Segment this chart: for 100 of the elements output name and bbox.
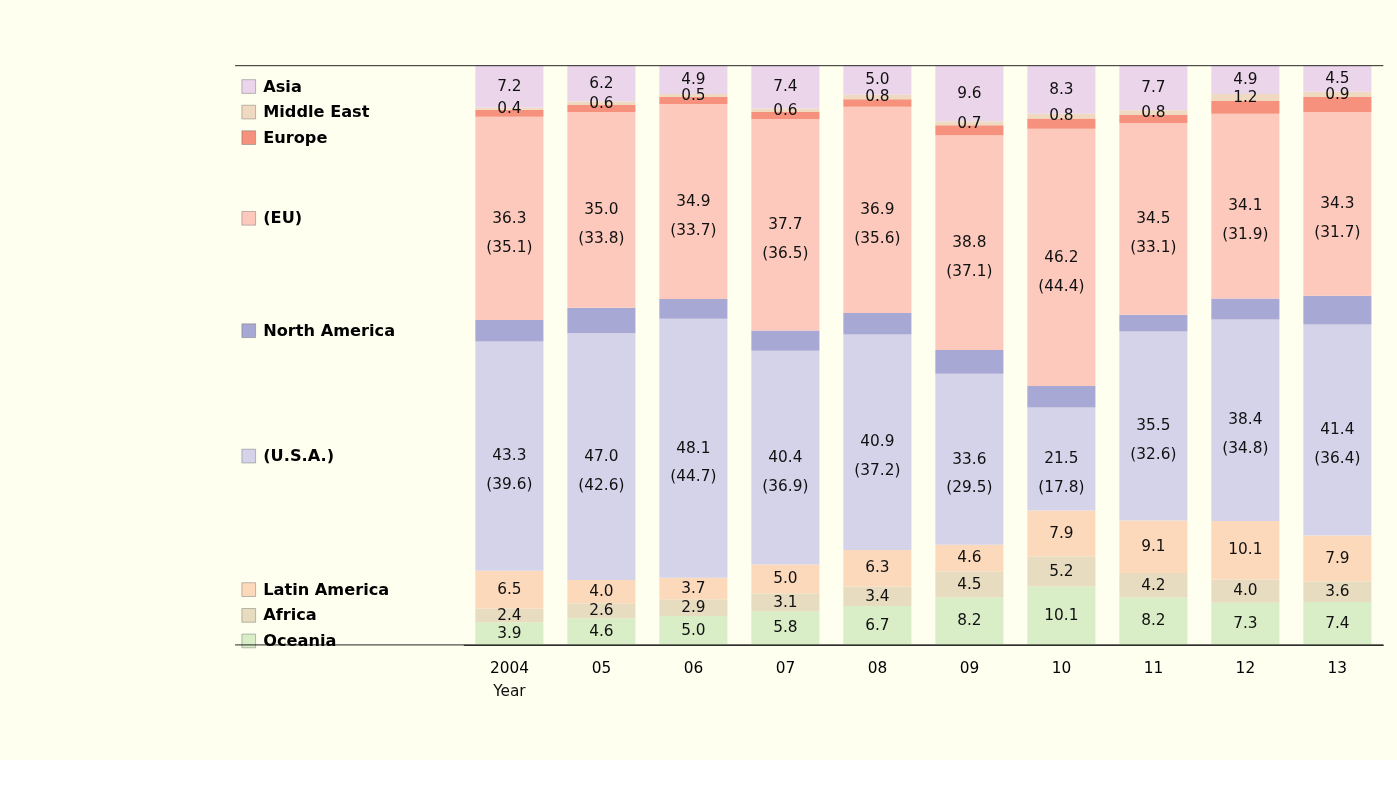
bar (567, 112, 636, 308)
bar (475, 319, 544, 342)
data-label: 7.3 (1233, 614, 1258, 633)
bar (751, 564, 820, 594)
data-label: 5.0 (865, 70, 890, 89)
bar (1211, 298, 1280, 320)
data-label: 4.5 (1325, 68, 1350, 87)
data-label: 2.9 (681, 597, 706, 616)
bar (935, 544, 1004, 572)
bar (1303, 295, 1372, 325)
legend-label: Latin America (263, 579, 390, 599)
data-label: 43.3 (39.6) (486, 446, 533, 494)
bar (1211, 101, 1280, 114)
bar (843, 106, 912, 314)
data-label: 7.9 (1049, 523, 1074, 542)
bar (1027, 556, 1096, 587)
data-label: 47.0 (42.6) (578, 446, 625, 494)
bar (659, 318, 728, 578)
legend-label: Africa (263, 605, 317, 625)
legend-label: Middle East (263, 102, 370, 122)
data-label: 34.9 (33.7) (670, 191, 717, 239)
bar (1303, 581, 1372, 603)
x-tick-label: 12 (1235, 658, 1256, 677)
bar (1119, 314, 1188, 332)
bar (659, 577, 728, 600)
data-label: 4.2 (1141, 575, 1166, 594)
bar (475, 116, 544, 320)
data-label: 3.1 (773, 592, 798, 611)
data-label: 7.4 (1325, 613, 1350, 632)
x-tick-label: 10 (1051, 658, 1072, 677)
data-label: 10.1 (1044, 605, 1079, 624)
legend-label: Oceania (263, 631, 337, 651)
data-label: 34.5 (33.1) (1130, 209, 1177, 257)
bar (1027, 510, 1096, 557)
data-label: 7.7 (1141, 78, 1166, 97)
x-tick-label: 07 (775, 658, 796, 677)
data-label: 4.0 (589, 581, 614, 600)
x-tick-label: 11 (1143, 658, 1164, 677)
legend-label: Asia (263, 76, 302, 96)
data-label: 36.9 (35.6) (854, 200, 901, 248)
bar (1027, 128, 1096, 386)
bar (1119, 520, 1188, 574)
bar (659, 103, 728, 300)
data-label: 35.0 (33.8) (578, 200, 625, 248)
bar (567, 307, 636, 334)
data-label: 36.3 (35.1) (486, 208, 533, 256)
data-label: 5.2 (1049, 561, 1074, 580)
data-label: 3.7 (681, 578, 706, 597)
data-label: 35.5 (32.6) (1130, 416, 1177, 464)
data-label: 2.4 (497, 605, 522, 624)
bar (935, 373, 1004, 545)
bar (1027, 118, 1096, 129)
bar (751, 593, 820, 612)
bar (843, 586, 912, 607)
bar (1211, 579, 1280, 603)
bar (567, 333, 636, 581)
legend-label: (EU) (263, 208, 303, 228)
data-label: 4.6 (957, 548, 982, 567)
x-tick-label: 13 (1327, 658, 1348, 677)
data-label: 6.5 (497, 579, 522, 598)
bar (567, 580, 636, 604)
data-label: 5.0 (681, 620, 706, 639)
bar (1119, 123, 1188, 315)
data-label: 0.8 (1049, 106, 1074, 125)
bar (1119, 331, 1188, 521)
bar (843, 99, 912, 107)
bar (659, 615, 728, 645)
bar (935, 135, 1004, 351)
data-label: 5.0 (773, 569, 798, 588)
data-label: 2.6 (589, 601, 614, 619)
bar (475, 570, 544, 609)
x-tick-label: 05 (591, 658, 612, 677)
data-label: 34.1 (31.9) (1222, 196, 1269, 244)
data-label: 0.9 (1325, 84, 1350, 103)
bar (1119, 597, 1188, 645)
bar (843, 606, 912, 645)
bar (751, 118, 820, 331)
bar (935, 350, 1004, 374)
bar (1211, 520, 1280, 580)
data-label: 9.1 (1141, 537, 1166, 555)
data-label: 38.4 (34.8) (1222, 410, 1269, 458)
data-label: 7.4 (773, 77, 798, 96)
bar (751, 330, 820, 351)
data-label: 4.9 (1233, 70, 1258, 89)
data-label: 3.9 (497, 623, 522, 642)
x-tick-label: 09 (959, 658, 980, 677)
data-label: 33.6 (29.5) (946, 449, 993, 497)
data-label: 9.6 (957, 83, 982, 102)
bar (1027, 386, 1096, 408)
data-label: 5.8 (773, 618, 798, 637)
data-label: 38.8 (37.1) (946, 232, 993, 280)
data-label: 4.6 (589, 621, 614, 640)
data-label: 1.2 (1233, 87, 1258, 106)
bar (935, 597, 1004, 645)
bar (1303, 112, 1372, 296)
legend-label: (U.S.A.) (263, 446, 335, 466)
data-label: 4.0 (1233, 581, 1258, 600)
legend-label: Europe (263, 127, 328, 147)
x-tick-label: 06 (683, 658, 704, 677)
bar (567, 618, 636, 645)
